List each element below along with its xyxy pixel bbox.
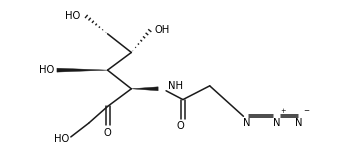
Text: −: − xyxy=(303,108,309,114)
Text: OH: OH xyxy=(154,25,169,35)
Text: N: N xyxy=(295,118,303,128)
Text: N: N xyxy=(243,118,250,128)
Text: N: N xyxy=(274,118,281,128)
Text: +: + xyxy=(280,108,286,114)
Text: HO: HO xyxy=(39,65,54,75)
Text: HO: HO xyxy=(54,134,69,144)
Text: HO: HO xyxy=(64,11,80,21)
Text: O: O xyxy=(176,121,184,131)
Text: O: O xyxy=(104,128,111,138)
Polygon shape xyxy=(57,68,108,72)
Text: NH: NH xyxy=(168,81,183,91)
Polygon shape xyxy=(131,87,158,91)
